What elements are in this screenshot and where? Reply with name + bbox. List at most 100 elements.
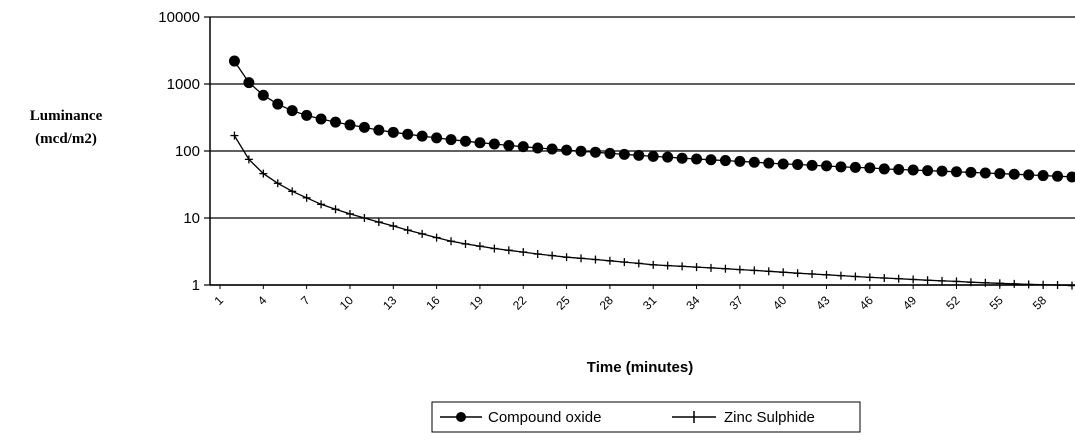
data-point xyxy=(389,221,398,230)
data-point xyxy=(1052,170,1064,182)
legend-marker-compound-oxide xyxy=(456,412,466,422)
y-axis-label-line1: Luminance xyxy=(30,108,103,124)
data-point xyxy=(302,193,311,202)
data-point xyxy=(488,138,500,150)
y-tick-label: 1 xyxy=(192,277,200,294)
x-tick-label: 58 xyxy=(1030,293,1050,313)
data-point xyxy=(965,166,977,178)
y-axis-ticks: 10000 1000 100 10 1 xyxy=(158,9,210,294)
x-tick-label: 40 xyxy=(770,293,790,313)
data-point xyxy=(878,163,890,175)
x-axis-label: Time (minutes) xyxy=(587,359,693,376)
data-point xyxy=(734,155,746,167)
data-point xyxy=(374,218,383,227)
data-point xyxy=(950,166,962,178)
y-tick-label: 10 xyxy=(183,210,200,227)
data-point xyxy=(792,158,804,170)
x-tick-label: 4 xyxy=(255,293,270,308)
data-point xyxy=(721,264,730,273)
data-point xyxy=(301,109,313,121)
data-point xyxy=(1066,171,1075,183)
data-point xyxy=(662,151,674,163)
data-point xyxy=(922,165,934,177)
data-point xyxy=(532,142,544,154)
data-point xyxy=(228,55,240,67)
data-point xyxy=(634,259,643,268)
data-point xyxy=(894,274,903,283)
series-compound-oxide xyxy=(228,55,1075,183)
data-point xyxy=(288,187,297,196)
data-point xyxy=(447,237,456,246)
data-point xyxy=(676,152,688,164)
data-point xyxy=(618,148,630,160)
data-point xyxy=(691,153,703,165)
data-point xyxy=(793,269,802,278)
data-point xyxy=(330,116,342,128)
data-point xyxy=(257,89,269,101)
x-tick-label: 31 xyxy=(640,293,660,313)
data-point xyxy=(418,229,427,238)
data-point xyxy=(865,273,874,282)
legend-label-compound-oxide: Compound oxide xyxy=(488,409,601,426)
data-point xyxy=(562,253,571,262)
x-tick-label: 16 xyxy=(423,293,443,313)
data-point xyxy=(243,77,255,89)
data-point xyxy=(763,157,775,169)
data-point xyxy=(503,139,515,151)
data-point xyxy=(864,162,876,174)
data-point xyxy=(1010,279,1019,288)
x-tick-label: 49 xyxy=(900,293,920,313)
data-point xyxy=(979,167,991,179)
data-point xyxy=(605,256,614,265)
y-tick-label: 1000 xyxy=(167,76,200,93)
data-point xyxy=(604,147,616,159)
data-point xyxy=(952,277,961,286)
data-point xyxy=(273,179,282,188)
data-point xyxy=(1023,169,1035,181)
x-axis-ticks: 1 4 7 10 13 16 19 22 25 28 31 34 37 40 43 46 49 52 55 58 xyxy=(211,285,1049,313)
data-point xyxy=(620,258,629,267)
x-tick-label: 34 xyxy=(683,293,703,313)
y-axis-label-line2: (mcd/m2) xyxy=(35,131,97,147)
x-tick-label: 37 xyxy=(727,293,747,313)
data-point xyxy=(432,233,441,242)
data-point xyxy=(1008,168,1020,180)
data-point xyxy=(475,242,484,251)
data-point xyxy=(360,214,369,222)
data-point xyxy=(678,262,687,271)
data-point xyxy=(880,274,889,283)
data-point xyxy=(748,156,760,168)
x-tick-label: 55 xyxy=(987,293,1007,313)
data-point xyxy=(577,254,586,263)
data-point xyxy=(808,269,817,278)
data-point xyxy=(373,124,385,136)
data-point xyxy=(777,158,789,170)
data-point xyxy=(633,149,645,161)
data-point xyxy=(345,209,354,218)
data-point xyxy=(705,154,717,166)
data-point xyxy=(272,98,284,110)
data-point xyxy=(445,134,457,146)
data-point xyxy=(923,276,932,285)
legend-label-zinc-sulphide: Zinc Sulphide xyxy=(724,409,815,426)
data-point xyxy=(849,161,861,173)
data-point xyxy=(995,279,1004,288)
data-point xyxy=(575,145,587,157)
data-point xyxy=(387,126,399,138)
grid-lines xyxy=(210,16,1075,286)
data-point xyxy=(546,143,558,155)
x-tick-label: 13 xyxy=(380,293,400,313)
data-point xyxy=(461,239,470,248)
data-point xyxy=(719,155,731,167)
data-point xyxy=(835,161,847,173)
data-point xyxy=(735,265,744,274)
data-point xyxy=(692,263,701,272)
legend-box xyxy=(431,401,861,433)
data-point xyxy=(244,155,253,164)
data-point xyxy=(591,255,600,264)
data-point xyxy=(286,105,298,117)
x-tick-label: 7 xyxy=(298,293,313,308)
data-point xyxy=(402,128,414,140)
data-point xyxy=(779,268,788,277)
data-point xyxy=(836,271,845,280)
